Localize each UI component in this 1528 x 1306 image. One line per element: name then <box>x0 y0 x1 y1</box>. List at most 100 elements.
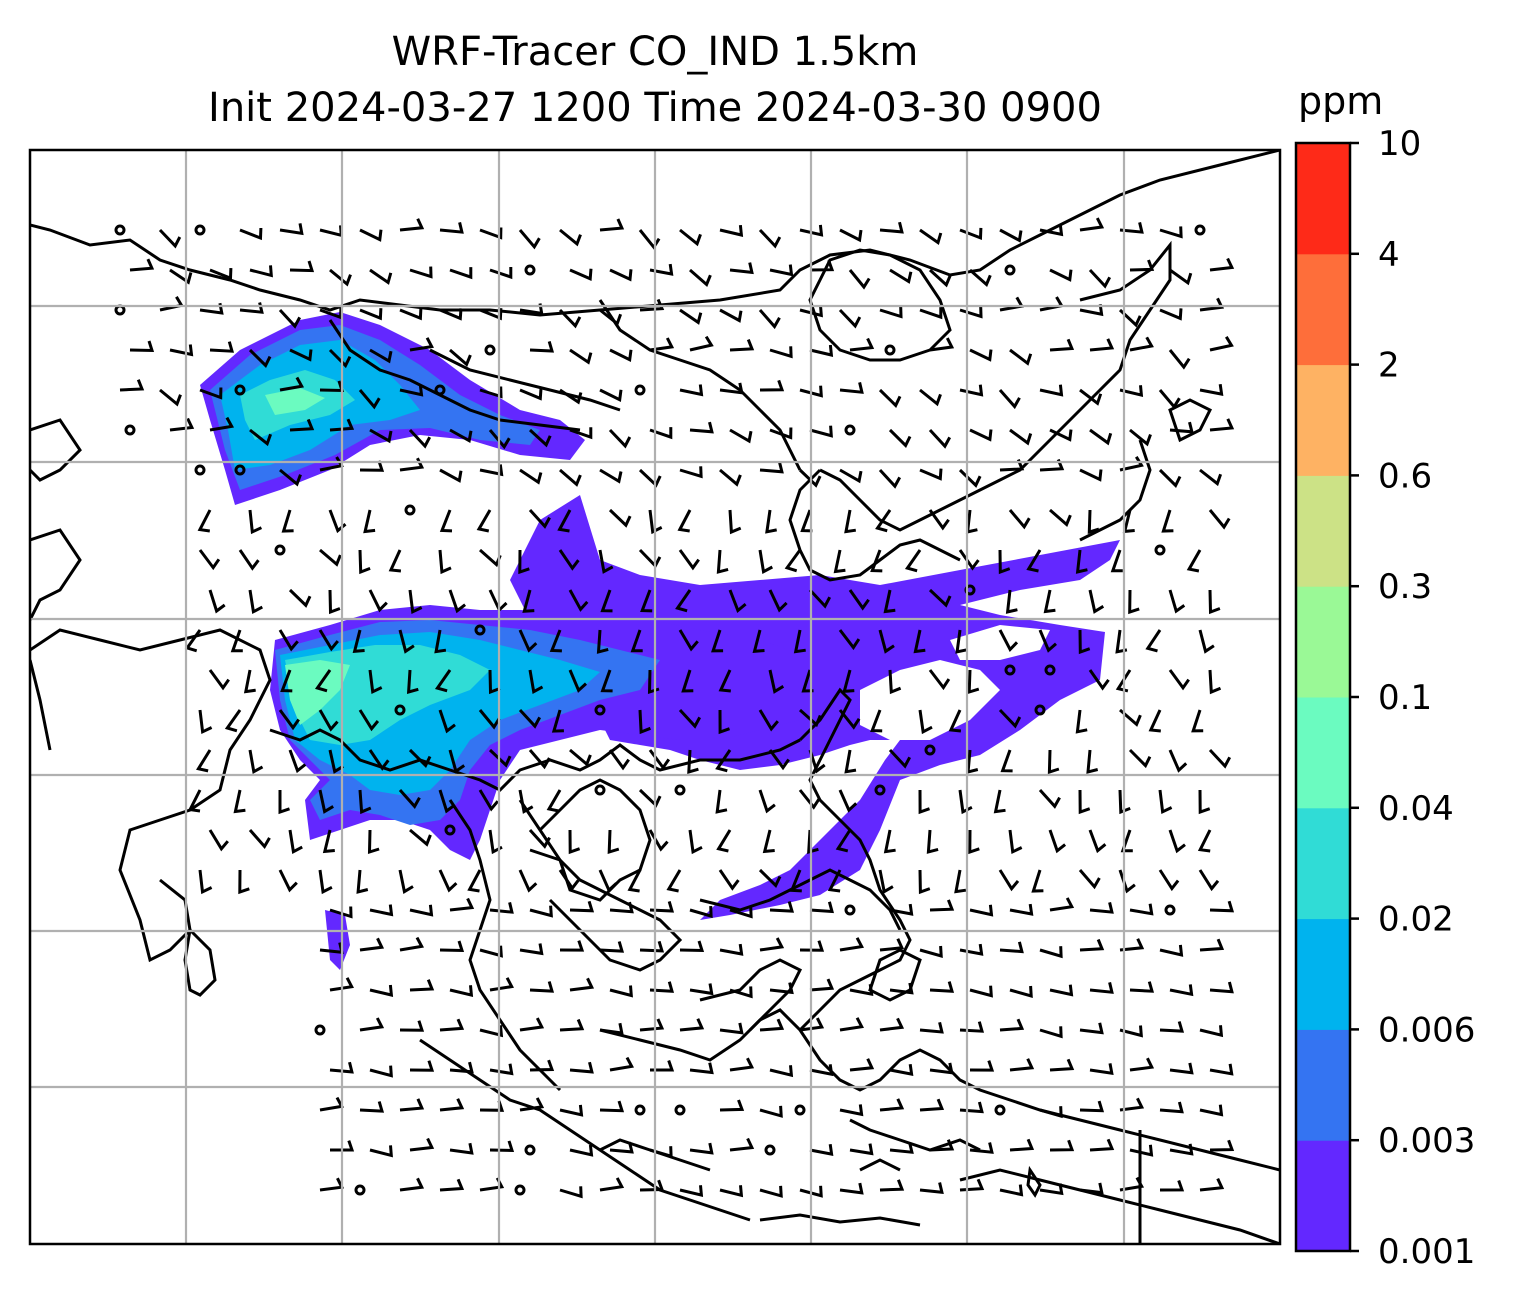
wind-barb <box>799 1017 825 1032</box>
wind-barb <box>689 268 712 288</box>
wind-barb <box>1159 1101 1184 1114</box>
wind-barb <box>889 268 913 284</box>
wind-barb <box>319 307 343 320</box>
wind-barb <box>438 869 458 893</box>
wind-barb <box>639 940 665 953</box>
wind-barb <box>1199 1025 1224 1038</box>
wind-barb <box>558 549 580 571</box>
wind-barb <box>288 829 303 854</box>
wind-barb <box>479 308 503 321</box>
wind-barb <box>639 1018 665 1032</box>
wind-barb <box>359 308 383 321</box>
wind-barb <box>789 869 802 893</box>
colorbar-segment <box>1296 807 1350 920</box>
wind-barb <box>1168 349 1191 370</box>
wind-barb <box>449 348 472 367</box>
wind-barb <box>559 1104 584 1117</box>
wind-barb <box>649 981 675 993</box>
wind-barb <box>289 348 313 362</box>
wind-barb <box>1186 549 1202 573</box>
wind-barb <box>769 427 793 440</box>
figure-title-line-2: Init 2024-03-27 1200 Time 2024-03-30 090… <box>208 85 1102 131</box>
wind-barb <box>488 429 511 450</box>
wind-barb <box>1119 222 1144 234</box>
calm-wind-marker <box>434 384 446 396</box>
wind-barb <box>679 1018 705 1032</box>
wind-barb <box>359 228 383 242</box>
wind-barb <box>522 589 535 613</box>
wind-barb <box>716 549 729 574</box>
colorbar-tick-label: 0.1 <box>1378 678 1432 718</box>
wind-barb <box>678 708 702 729</box>
wind-barb <box>596 629 609 654</box>
wind-barb <box>919 945 943 959</box>
wind-barb <box>119 379 145 392</box>
wind-barb <box>329 906 353 919</box>
wind-barb <box>1169 268 1193 286</box>
wind-barb <box>1161 509 1174 533</box>
calm-wind-marker <box>274 544 286 556</box>
wind-barb <box>559 468 582 487</box>
wind-barb <box>1088 589 1105 614</box>
wind-barb <box>1159 944 1184 957</box>
wind-barb <box>448 589 467 614</box>
wind-barb <box>609 268 633 282</box>
wind-barb <box>1026 549 1042 573</box>
wind-barb <box>569 348 593 365</box>
wind-barb <box>799 1185 823 1198</box>
wind-barb <box>759 1018 785 1032</box>
wind-barb <box>358 789 372 815</box>
wind-barb <box>278 869 298 893</box>
calm-wind-marker <box>354 1184 366 1196</box>
wind-barb <box>1086 749 1099 774</box>
wind-barb <box>369 984 394 997</box>
wind-barb <box>758 868 782 889</box>
wind-barb <box>784 549 802 573</box>
wind-barb <box>998 389 1021 410</box>
calm-wind-marker <box>594 784 606 796</box>
wind-barb <box>799 940 825 952</box>
wind-barb <box>928 509 950 531</box>
wind-barb <box>1049 1139 1075 1152</box>
wind-barb <box>399 384 424 397</box>
wind-barb <box>489 1063 514 1076</box>
wind-barb <box>369 904 394 917</box>
wind-barb <box>1005 589 1018 614</box>
wind-barb <box>809 978 835 992</box>
wind-barb <box>844 749 857 774</box>
wind-barb <box>409 266 433 279</box>
wind-barb <box>718 669 732 693</box>
colorbar-tick-label: 0.3 <box>1378 567 1432 607</box>
wind-barb <box>1208 669 1222 695</box>
wind-barb <box>489 267 513 280</box>
calm-wind-marker <box>874 784 886 796</box>
wind-barb <box>278 629 299 652</box>
wind-barb <box>719 224 744 237</box>
wind-barb <box>929 1139 955 1152</box>
wind-barb <box>328 749 344 774</box>
wind-barb <box>689 906 713 919</box>
calm-wind-marker <box>764 1144 776 1156</box>
wind-barb <box>518 629 538 653</box>
wind-barb <box>330 1140 355 1152</box>
wind-barb <box>679 940 705 953</box>
wind-barb <box>608 508 632 528</box>
wind-barb <box>449 428 473 444</box>
wind-barb <box>318 709 339 732</box>
wind-barb <box>1088 669 1110 691</box>
wind-barb <box>196 749 212 773</box>
wind-barb <box>209 341 235 353</box>
wind-barb <box>833 549 846 574</box>
wind-barb <box>448 749 466 774</box>
wind-barb <box>1209 900 1235 913</box>
wind-barb <box>1089 428 1113 446</box>
wind-barb <box>715 749 732 773</box>
wind-barb <box>1129 903 1154 916</box>
wind-barb <box>479 386 503 399</box>
wind-barb <box>1038 788 1061 809</box>
wind-barb <box>248 589 263 614</box>
wind-barb <box>358 709 380 732</box>
wind-barb <box>608 749 630 771</box>
wind-barb <box>719 468 742 487</box>
wind-barb <box>1208 748 1232 769</box>
